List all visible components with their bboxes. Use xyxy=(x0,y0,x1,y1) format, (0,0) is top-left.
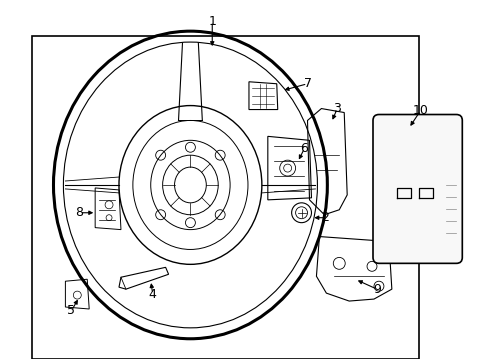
Text: 5: 5 xyxy=(67,305,75,318)
Text: 8: 8 xyxy=(75,206,83,219)
Text: 1: 1 xyxy=(208,15,216,28)
Text: 7: 7 xyxy=(303,77,311,90)
Text: 6: 6 xyxy=(300,142,308,155)
Text: 9: 9 xyxy=(372,283,380,296)
Bar xyxy=(32,36,418,359)
Text: 10: 10 xyxy=(412,104,427,117)
Text: 4: 4 xyxy=(148,288,156,301)
FancyBboxPatch shape xyxy=(372,114,461,264)
Text: 3: 3 xyxy=(333,102,341,115)
Text: 2: 2 xyxy=(321,211,328,224)
